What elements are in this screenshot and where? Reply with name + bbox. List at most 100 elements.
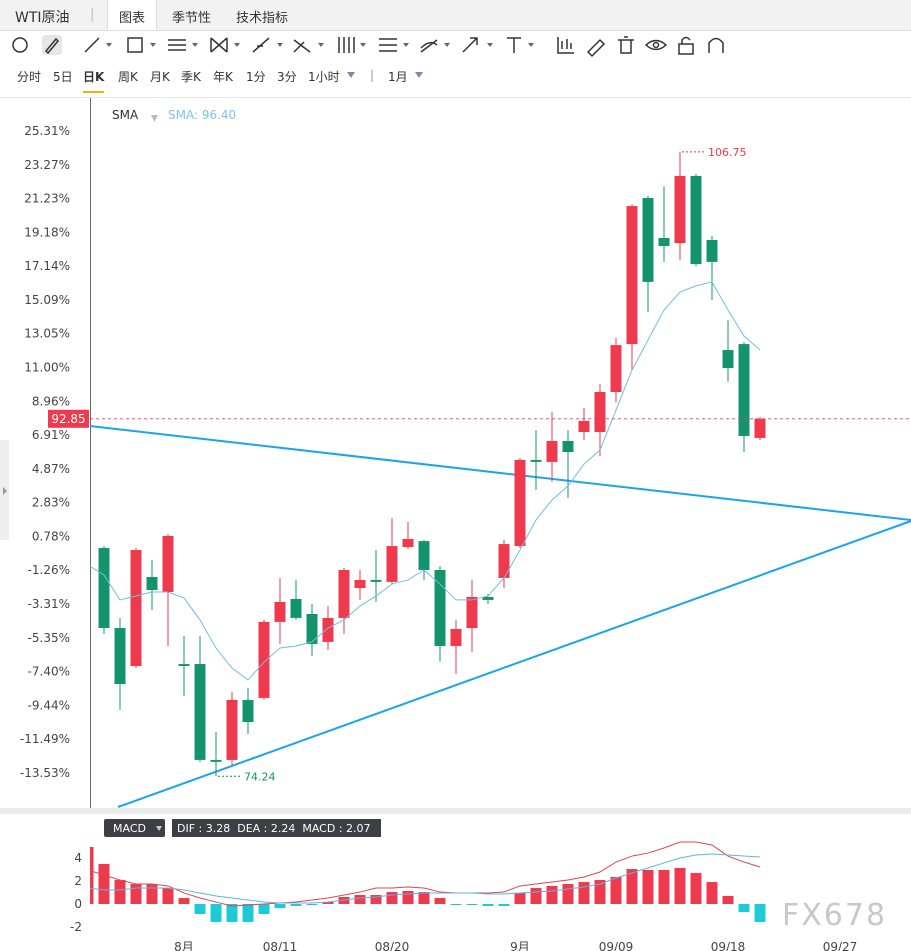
y-tick-label: -7.40%	[28, 665, 70, 679]
tab[interactable]: 图表	[119, 11, 146, 26]
candle-body	[642, 197, 654, 282]
low-label: 74.24	[244, 770, 276, 783]
tool-active-bg	[42, 35, 62, 55]
y-tick-label: -2	[70, 920, 82, 934]
macd-bar	[322, 902, 334, 905]
y-tick-label: 0	[74, 897, 82, 911]
candle-body	[178, 664, 190, 667]
macd-bar	[370, 895, 382, 905]
x-tick-label: 08/11	[263, 940, 298, 951]
last-price-label: 92.85	[51, 412, 85, 426]
y-tick-label: 21.23%	[24, 191, 70, 205]
candle-body	[610, 345, 622, 393]
macd-bar	[642, 869, 654, 905]
tool-icon[interactable]	[293, 39, 311, 53]
candle-body	[434, 570, 446, 647]
period[interactable]: 季K	[181, 70, 201, 84]
tool-icon[interactable]	[420, 39, 438, 53]
period[interactable]: 日K	[83, 68, 105, 93]
macd-bar	[514, 892, 526, 905]
period[interactable]: 3分	[277, 70, 297, 84]
tool-icon[interactable]	[84, 37, 100, 53]
period[interactable]: 月K	[150, 70, 170, 84]
period[interactable]: 1分	[246, 70, 266, 84]
candle-body	[306, 613, 318, 645]
high-label: 106.75	[708, 146, 747, 159]
y-tick-label: -1.26%	[28, 563, 70, 577]
candle-body	[594, 392, 606, 433]
macd-readout-box	[172, 819, 381, 837]
x-tick-label: 09/27	[823, 940, 858, 951]
tool-icon[interactable]	[644, 39, 668, 51]
separator: |	[90, 7, 95, 22]
macd-bar	[162, 888, 174, 905]
candle-body	[578, 420, 590, 433]
period[interactable]: 5日	[53, 70, 73, 84]
macd-bar	[178, 898, 190, 905]
period[interactable]: 周K	[118, 70, 138, 84]
candle-body	[546, 440, 558, 462]
candle-body	[258, 621, 270, 698]
tool-icon[interactable]	[379, 38, 397, 52]
period[interactable]: 1小时	[308, 70, 340, 84]
macd-dropdown	[156, 826, 162, 831]
tool-icon	[652, 41, 660, 49]
macd-bar	[418, 892, 430, 905]
candle-body	[498, 544, 510, 578]
period-bar: | 1月 分时 5日 日K 周K 月K 季K 年K 1分 3分 1小时	[0, 59, 911, 93]
macd-legend-box[interactable]	[104, 819, 165, 837]
macd-bar	[306, 904, 318, 906]
tool-icon[interactable]	[586, 38, 606, 58]
macd-bar	[146, 883, 158, 905]
y-tick-label: 2.83%	[32, 496, 70, 510]
tool-icon[interactable]	[338, 37, 355, 53]
tool-icon[interactable]	[210, 37, 228, 53]
macd-bar	[626, 869, 638, 905]
tool-icon[interactable]	[678, 36, 694, 55]
sma-legend: SMA	[112, 108, 139, 122]
macd-bar	[290, 904, 302, 906]
macd-bar	[210, 904, 222, 923]
separator: |	[370, 68, 375, 82]
tool-icon[interactable]	[462, 37, 478, 53]
drawings	[90, 425, 911, 808]
macd-bar	[674, 868, 686, 905]
tool-icon[interactable]	[168, 39, 186, 51]
macd-bar	[530, 888, 542, 905]
candle-body	[450, 629, 462, 647]
x-tick-label: 9月	[510, 940, 530, 951]
macd-bar	[90, 846, 94, 905]
period-range[interactable]: 1月	[388, 70, 408, 84]
sma-line	[90, 281, 761, 681]
trendline[interactable]	[90, 425, 911, 521]
candle-body	[562, 440, 574, 453]
dropdown[interactable]	[346, 70, 356, 80]
dropdown[interactable]	[414, 70, 424, 80]
macd-bar	[562, 883, 574, 905]
y-tick-label: 11.00%	[24, 361, 70, 375]
y-tick-label: 19.18%	[24, 225, 70, 239]
period[interactable]: 年K	[213, 70, 233, 84]
tool-icon[interactable]	[44, 37, 60, 55]
macd-bar	[98, 863, 110, 905]
candle-body	[162, 535, 174, 592]
tab[interactable]: 技术指标	[236, 11, 289, 26]
macd-bar	[338, 896, 350, 905]
tool-icon[interactable]	[557, 37, 574, 54]
macd-bar	[354, 895, 366, 905]
tool-icon[interactable]	[252, 37, 270, 53]
sma-dropdown[interactable]	[151, 115, 158, 122]
tool-icon[interactable]	[618, 36, 634, 54]
macd-bar	[578, 882, 590, 905]
tool-icon[interactable]	[127, 37, 143, 53]
period[interactable]: 分时	[17, 70, 42, 84]
candle-body	[354, 579, 366, 589]
macd-bar	[594, 879, 606, 905]
tool-icon[interactable]	[708, 37, 724, 54]
tool-icon[interactable]	[12, 37, 28, 53]
trendline[interactable]	[117, 520, 911, 808]
tool-icon[interactable]	[507, 37, 521, 53]
tab[interactable]: 季节性	[172, 11, 212, 26]
